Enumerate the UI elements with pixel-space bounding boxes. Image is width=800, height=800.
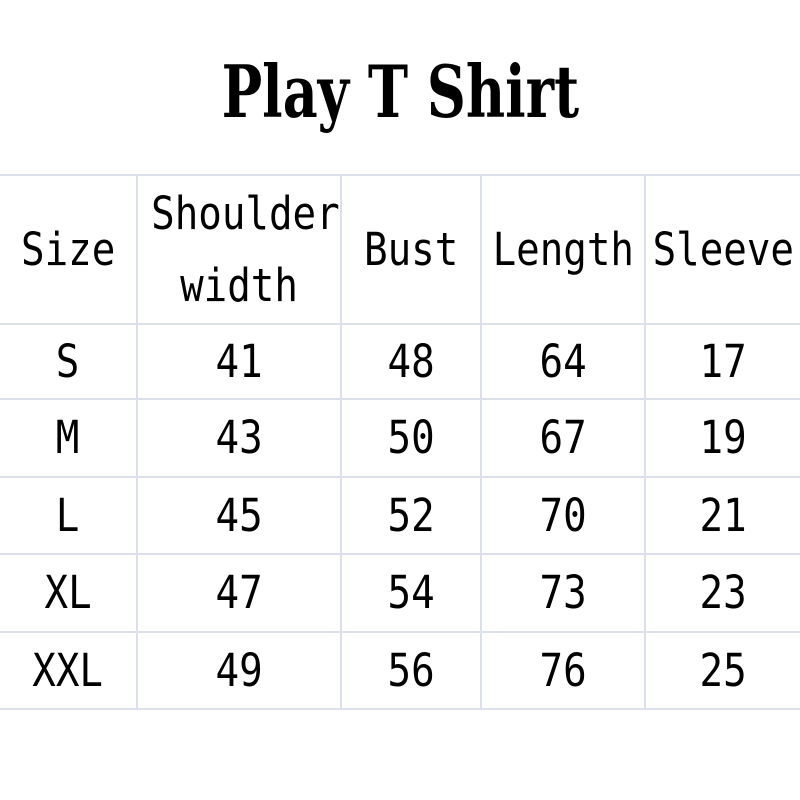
- table-row-l-bust: 52: [342, 478, 482, 555]
- cell-value: L: [56, 488, 80, 542]
- table-row-xxl-bust: 56: [342, 633, 482, 710]
- cell-value: 45: [215, 488, 263, 542]
- cell-value: XXL: [32, 643, 104, 697]
- table-row-l-sleeve: 21: [646, 478, 800, 555]
- header-label: Length: [492, 222, 634, 276]
- table-row-s-bust: 48: [342, 325, 482, 400]
- table-row-xxl-size: XXL: [0, 633, 138, 710]
- cell-value: 70: [539, 488, 587, 542]
- cell-value: 47: [215, 566, 263, 620]
- table-row-xl-shoulder: 47: [138, 555, 342, 633]
- table-row-m-size: M: [0, 400, 138, 478]
- cell-value: S: [56, 334, 80, 388]
- cell-value: 21: [699, 488, 747, 542]
- cell-value: 73: [539, 566, 587, 620]
- cell-value: XL: [44, 566, 92, 620]
- table-row-m-shoulder: 43: [138, 400, 342, 478]
- table-row-xxl-sleeve: 25: [646, 633, 800, 710]
- cell-value: 17: [699, 334, 747, 388]
- page-title: Play T Shirt: [0, 46, 800, 136]
- table-row-s-sleeve: 17: [646, 325, 800, 400]
- table-row-l-length: 70: [482, 478, 646, 555]
- table-row-xxl-length: 76: [482, 633, 646, 710]
- header-cell-bust: Bust: [342, 176, 482, 325]
- header-label: Shoulder width: [151, 186, 340, 312]
- cell-value: 64: [539, 334, 587, 388]
- cell-value: 52: [387, 488, 435, 542]
- cell-value: 23: [699, 566, 747, 620]
- header-cell-length: Length: [482, 176, 646, 325]
- table-row-xl-size: XL: [0, 555, 138, 633]
- page-title-text: Play T Shirt: [221, 48, 579, 134]
- table-row-s-size: S: [0, 325, 138, 400]
- table-row-xl-length: 73: [482, 555, 646, 633]
- cell-value: 43: [215, 411, 263, 465]
- header-cell-shoulder-width: Shoulder width: [138, 176, 342, 325]
- cell-value: M: [56, 411, 80, 465]
- cell-value: 49: [215, 643, 263, 697]
- cell-value: 67: [539, 411, 587, 465]
- size-table: Size Shoulder width Bust Length Sleeve S…: [0, 174, 800, 710]
- table-row-m-length: 67: [482, 400, 646, 478]
- cell-value: 54: [387, 566, 435, 620]
- cell-value: 56: [387, 643, 435, 697]
- table-row-s-length: 64: [482, 325, 646, 400]
- header-cell-sleeve: Sleeve: [646, 176, 800, 325]
- table-row-m-sleeve: 19: [646, 400, 800, 478]
- table-row-l-size: L: [0, 478, 138, 555]
- cell-value: 48: [387, 334, 435, 388]
- table-row-m-bust: 50: [342, 400, 482, 478]
- table-row-l-shoulder: 45: [138, 478, 342, 555]
- cell-value: 19: [699, 411, 747, 465]
- cell-value: 25: [699, 643, 747, 697]
- header-label: Sleeve: [652, 222, 794, 276]
- header-cell-size: Size: [0, 176, 138, 325]
- table-row-xl-bust: 54: [342, 555, 482, 633]
- cell-value: 50: [387, 411, 435, 465]
- cell-value: 76: [539, 643, 587, 697]
- header-label: Bust: [363, 222, 459, 276]
- table-row-s-shoulder: 41: [138, 325, 342, 400]
- table-row-xxl-shoulder: 49: [138, 633, 342, 710]
- header-label: Size: [20, 222, 116, 276]
- table-row-xl-sleeve: 23: [646, 555, 800, 633]
- cell-value: 41: [215, 334, 263, 388]
